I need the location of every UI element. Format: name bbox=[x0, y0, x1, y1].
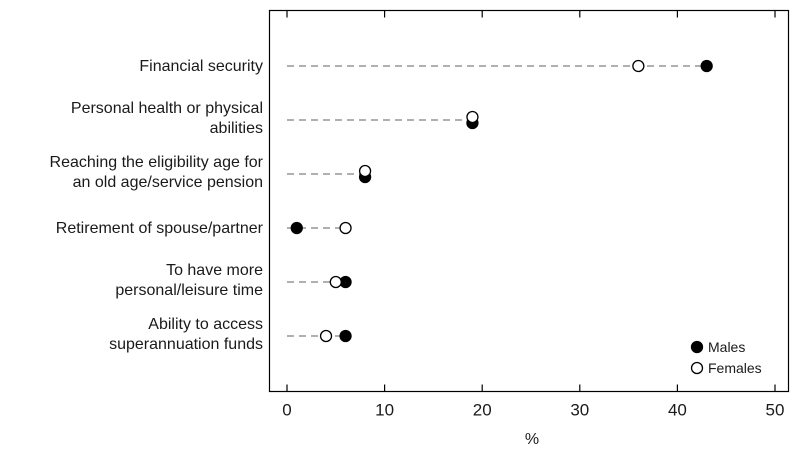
legend-marker-females bbox=[690, 361, 704, 375]
female-point bbox=[632, 59, 645, 73]
category-label: Financial security bbox=[139, 58, 263, 75]
x-tick-label: 50 bbox=[766, 401, 785, 420]
category-label: abilities bbox=[210, 120, 263, 137]
category-label: Personal health or physical bbox=[71, 100, 263, 117]
category-label: Retirement of spouse/partner bbox=[56, 220, 264, 237]
x-tick-label: 40 bbox=[668, 401, 687, 420]
legend-label-females: Females bbox=[708, 360, 762, 376]
category-label: an old age/service pension bbox=[73, 174, 263, 191]
category-label: personal/leisure time bbox=[115, 282, 263, 299]
x-axis: 0 10 20 30 40 50 bbox=[282, 10, 785, 420]
category-label: Ability to access bbox=[148, 316, 263, 333]
category-labels: Financial security Personal health or phy… bbox=[50, 58, 264, 353]
legend-label-males: Males bbox=[708, 339, 745, 355]
male-point bbox=[700, 59, 713, 73]
x-axis-title: % bbox=[525, 431, 539, 448]
legend-marker-males bbox=[690, 340, 704, 354]
female-point bbox=[339, 221, 352, 235]
data-points bbox=[290, 59, 713, 343]
x-tick-label: 10 bbox=[375, 401, 394, 420]
x-tick-label: 0 bbox=[282, 401, 291, 420]
x-tick-label: 30 bbox=[570, 401, 589, 420]
female-point bbox=[466, 110, 479, 124]
x-tick-label: 20 bbox=[473, 401, 492, 420]
male-point bbox=[290, 221, 303, 235]
category-label: superannuation funds bbox=[109, 336, 263, 353]
male-point bbox=[339, 329, 352, 343]
plot-frame bbox=[268, 9, 790, 393]
guide-lines bbox=[287, 65, 707, 337]
category-label: To have more bbox=[166, 262, 263, 279]
female-point bbox=[329, 275, 342, 289]
female-point bbox=[319, 329, 333, 343]
category-label: Reaching the eligibility age for bbox=[50, 154, 264, 171]
legend: Males Females bbox=[690, 339, 762, 376]
female-point bbox=[358, 164, 372, 178]
